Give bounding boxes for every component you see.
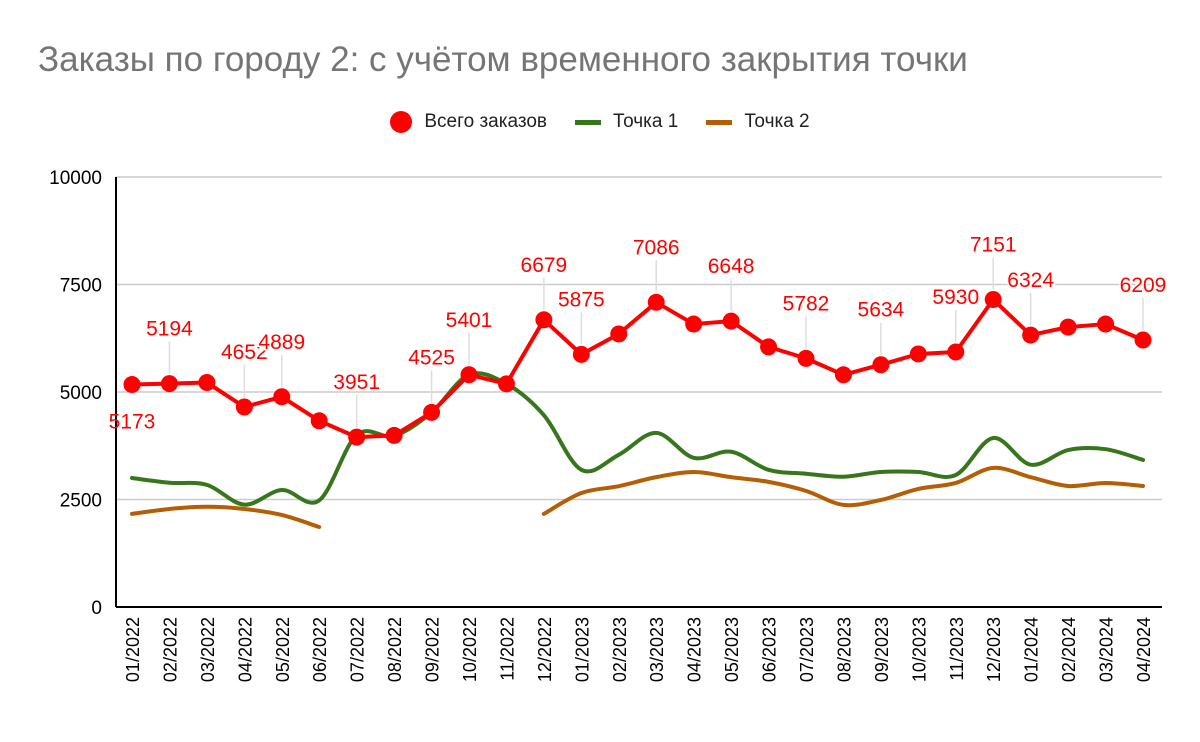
chart-title: Заказы по городу 2: с учётом временного … [38,40,968,79]
x-tick-label: 06/2022 [310,617,330,682]
data-point-total [947,343,965,361]
data-point-total [1022,326,1040,344]
y-tick-label: 10000 [49,168,102,189]
legend: Всего заказов Точка 1 Точка 2 [0,111,1200,133]
x-tick-label: 09/2022 [423,617,443,682]
legend-item-total[interactable]: Всего заказов [390,111,547,133]
data-point-total [460,366,478,384]
legend-marker-point2 [706,119,733,125]
data-point-total [235,398,253,416]
data-label: 4652 [221,341,268,364]
legend-label-total: Всего заказов [424,111,547,132]
data-point-total [610,325,628,343]
data-point-total [797,349,815,367]
legend-item-point1[interactable]: Точка 1 [575,111,678,133]
x-tick-label: 08/2022 [385,617,405,682]
data-point-total [760,338,778,356]
legend-marker-total [390,111,413,133]
x-tick-label: 01/2023 [572,617,592,682]
data-point-total [535,311,553,329]
data-point-total [685,315,703,333]
data-point-total [198,374,216,392]
data-label: 6324 [1007,269,1054,292]
x-tick-label: 02/2023 [610,617,630,682]
data-label: 4525 [408,346,455,369]
data-point-total [909,345,927,363]
data-point-total [423,403,441,421]
series-line-point1 [130,371,1145,507]
y-tick-label: 7500 [60,276,102,297]
data-label: 4889 [258,331,305,354]
data-point-total [572,345,590,363]
data-point-total [123,376,141,394]
data-label: 5401 [446,309,493,332]
x-tick-label: 04/2023 [685,617,705,682]
x-tick-label: 11/2022 [497,617,517,681]
x-tick-label: 04/2022 [235,617,255,682]
data-point-total [1059,318,1077,336]
data-point-total [872,356,890,374]
series-line-point2 [541,465,1145,516]
legend-marker-point1 [575,119,601,125]
x-tick-label: 02/2022 [160,617,180,682]
x-tick-label: 10/2022 [460,617,480,682]
x-tick-label: 03/2024 [1097,617,1117,682]
y-tick-label: 0 [91,598,102,619]
data-point-total [1097,315,1115,333]
y-tick-label: 2500 [60,491,102,512]
data-point-total [834,366,852,384]
data-label: 5634 [858,299,905,322]
x-tick-label: 03/2023 [647,617,667,682]
legend-label-point1: Точка 1 [613,111,679,132]
data-label: 3951 [333,371,380,394]
data-point-total [310,412,328,430]
data-label: 6648 [708,255,755,278]
data-point-total [385,426,403,444]
data-point-total [348,428,366,446]
data-label: 7086 [633,236,680,259]
legend-label-point2: Точка 2 [744,111,810,132]
data-label: 5782 [783,292,830,315]
x-tick-label: 05/2023 [722,617,742,682]
x-tick-label: 07/2022 [348,617,368,682]
data-label: 5173 [109,411,156,434]
x-tick-label: 09/2023 [872,617,892,682]
x-tick-label: 03/2022 [198,617,218,682]
data-point-total [722,312,740,330]
x-tick-label: 08/2023 [834,617,854,682]
x-tick-label: 04/2024 [1134,617,1154,682]
legend-item-point2[interactable]: Точка 2 [706,111,810,133]
x-tick-label: 01/2024 [1022,617,1042,682]
x-tick-label: 01/2022 [123,617,143,682]
x-tick-label: 11/2023 [947,617,967,681]
x-tick-label: 07/2023 [797,617,817,682]
data-label: 5930 [932,286,979,309]
x-tick-label: 06/2023 [760,617,780,682]
data-point-total [273,388,291,406]
data-label: 7151 [970,234,1017,257]
x-tick-label: 05/2022 [273,617,293,682]
x-tick-label: 02/2024 [1059,617,1079,682]
data-label: 6209 [1120,274,1167,297]
x-tick-label: 12/2022 [535,617,555,682]
series-line-point2 [130,504,322,530]
data-label: 6679 [521,254,568,277]
data-point-total [497,375,515,393]
series-line-total [131,297,1144,440]
data-label: 5194 [146,318,193,341]
data-point-total [1134,331,1152,349]
data-label: 5875 [558,288,605,311]
data-point-total [160,375,178,393]
data-point-total [647,293,665,311]
x-tick-label: 12/2023 [984,617,1004,682]
data-point-total [984,291,1002,309]
x-tick-label: 10/2023 [909,617,929,682]
y-tick-label: 5000 [60,383,102,404]
